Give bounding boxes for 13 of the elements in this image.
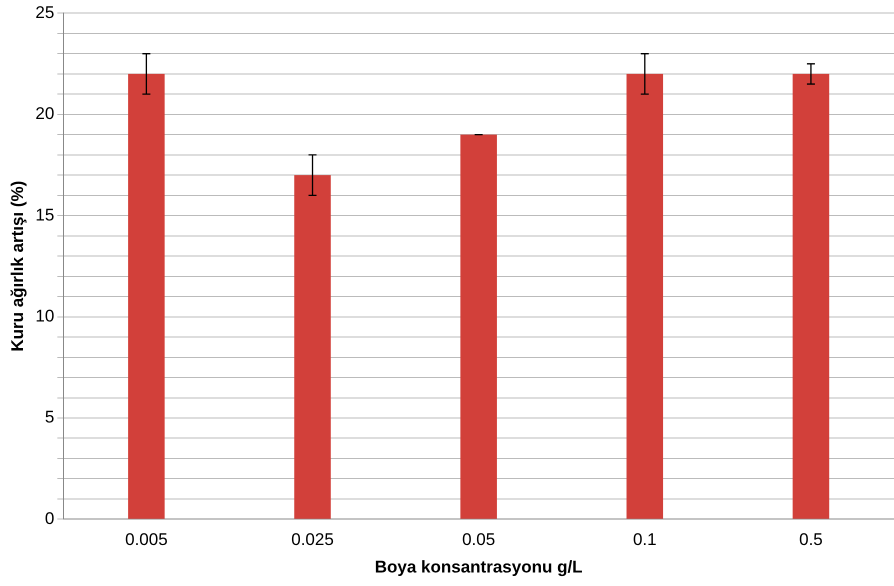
y-tick-label: 25	[35, 2, 54, 22]
y-axis-title: Kuru ağırlık artışı (%)	[8, 180, 27, 352]
y-tick-label: 5	[44, 408, 54, 427]
x-tick-label: 0.5	[799, 530, 823, 550]
y-tick-label: 0	[44, 508, 54, 528]
y-tick-label: 15	[35, 205, 54, 224]
x-tick-label: 0.05	[462, 530, 496, 550]
x-tick-label: 0.005	[125, 530, 168, 550]
x-axis-title: Boya konsantrasyonu g/L	[374, 557, 583, 576]
x-tick-label: 0.1	[632, 530, 657, 550]
y-tick-label: 20	[35, 104, 54, 124]
y-tick-label: 10	[35, 306, 54, 326]
x-tick-label: 0.025	[291, 530, 334, 550]
